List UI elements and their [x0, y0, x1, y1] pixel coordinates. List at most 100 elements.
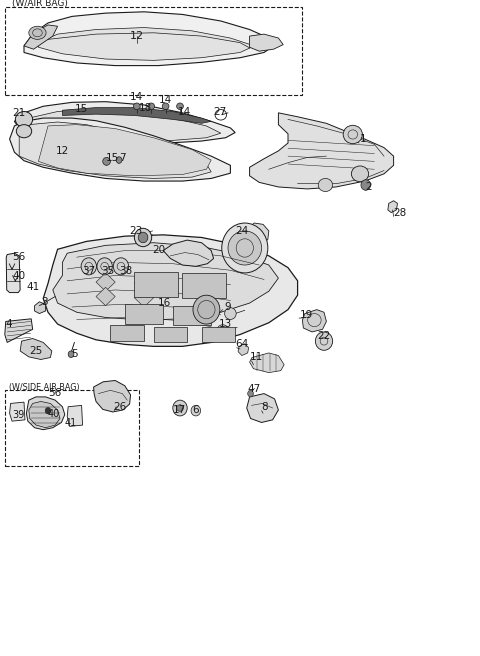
- Ellipse shape: [177, 405, 183, 411]
- Ellipse shape: [15, 112, 33, 127]
- Text: 13: 13: [218, 319, 232, 329]
- Text: 14: 14: [178, 107, 191, 117]
- Polygon shape: [38, 125, 211, 176]
- Bar: [182, 273, 226, 298]
- Bar: [125, 304, 163, 324]
- Bar: [154, 327, 187, 342]
- Ellipse shape: [343, 125, 362, 144]
- Text: 15: 15: [74, 104, 88, 114]
- Text: (W/AIR BAG): (W/AIR BAG): [12, 0, 68, 8]
- Polygon shape: [94, 380, 131, 412]
- Text: 38: 38: [119, 266, 132, 276]
- Text: 23: 23: [130, 226, 143, 236]
- Polygon shape: [238, 344, 249, 356]
- Ellipse shape: [177, 103, 183, 110]
- Polygon shape: [53, 243, 278, 320]
- Ellipse shape: [193, 295, 220, 324]
- Polygon shape: [10, 402, 25, 421]
- Text: 28: 28: [394, 208, 407, 218]
- Ellipse shape: [29, 26, 46, 39]
- Polygon shape: [96, 273, 115, 291]
- Text: 27: 27: [214, 107, 227, 117]
- Text: 24: 24: [235, 226, 249, 236]
- Polygon shape: [26, 397, 65, 430]
- Ellipse shape: [351, 166, 369, 182]
- Text: 26: 26: [113, 402, 126, 412]
- Ellipse shape: [97, 258, 112, 275]
- Polygon shape: [10, 118, 230, 181]
- Ellipse shape: [116, 157, 122, 163]
- Ellipse shape: [148, 103, 155, 110]
- Ellipse shape: [191, 405, 201, 416]
- Polygon shape: [250, 34, 283, 51]
- Ellipse shape: [45, 407, 51, 414]
- Polygon shape: [29, 109, 221, 140]
- Ellipse shape: [113, 258, 129, 275]
- Text: 12: 12: [130, 31, 144, 41]
- Polygon shape: [19, 122, 211, 178]
- Text: 6: 6: [192, 405, 199, 415]
- Text: 22: 22: [317, 331, 330, 341]
- Polygon shape: [6, 253, 20, 293]
- Bar: [5, 390, 139, 466]
- Polygon shape: [24, 12, 274, 66]
- Text: 40: 40: [12, 271, 25, 281]
- Text: 21: 21: [12, 108, 26, 118]
- Text: 8: 8: [262, 402, 268, 412]
- Ellipse shape: [222, 223, 268, 273]
- Text: 39: 39: [12, 410, 24, 420]
- Text: 17: 17: [173, 405, 186, 415]
- Text: 40: 40: [48, 409, 60, 419]
- Text: 37: 37: [83, 266, 96, 276]
- Text: 4: 4: [6, 319, 12, 329]
- Polygon shape: [38, 28, 254, 60]
- Text: 15: 15: [106, 153, 119, 163]
- Polygon shape: [250, 353, 284, 373]
- Polygon shape: [35, 302, 46, 314]
- Polygon shape: [24, 25, 58, 49]
- Ellipse shape: [315, 332, 333, 350]
- Text: 2: 2: [365, 182, 372, 192]
- Polygon shape: [20, 338, 52, 359]
- Polygon shape: [388, 201, 397, 213]
- Text: 9: 9: [225, 302, 231, 312]
- Polygon shape: [43, 235, 298, 346]
- Polygon shape: [134, 289, 154, 307]
- Polygon shape: [302, 310, 326, 332]
- Text: 16: 16: [157, 298, 171, 308]
- Text: 35: 35: [101, 266, 114, 276]
- Text: 56: 56: [48, 388, 62, 398]
- Polygon shape: [62, 108, 211, 123]
- Polygon shape: [5, 319, 33, 342]
- Ellipse shape: [133, 103, 140, 110]
- Text: 3: 3: [41, 297, 48, 307]
- Text: 25: 25: [29, 346, 42, 356]
- Bar: [202, 327, 235, 342]
- Text: 1: 1: [360, 134, 367, 144]
- Text: 56: 56: [12, 253, 25, 262]
- Text: 41: 41: [26, 282, 40, 292]
- Polygon shape: [247, 394, 278, 422]
- Text: 12: 12: [56, 146, 69, 156]
- Ellipse shape: [318, 178, 333, 192]
- Bar: [134, 272, 178, 297]
- Ellipse shape: [217, 325, 228, 337]
- Text: 14: 14: [158, 95, 172, 105]
- Polygon shape: [250, 113, 394, 189]
- Ellipse shape: [173, 400, 187, 416]
- Text: 47: 47: [247, 384, 261, 394]
- Text: 41: 41: [65, 418, 77, 428]
- Ellipse shape: [103, 157, 110, 165]
- Ellipse shape: [81, 258, 96, 275]
- Polygon shape: [29, 401, 60, 428]
- Ellipse shape: [16, 125, 32, 138]
- Text: 7: 7: [119, 153, 126, 163]
- Ellipse shape: [225, 308, 236, 319]
- Text: 64: 64: [235, 339, 249, 349]
- Text: 20: 20: [153, 245, 166, 255]
- Ellipse shape: [228, 231, 262, 265]
- Ellipse shape: [68, 351, 74, 358]
- Ellipse shape: [361, 180, 371, 190]
- Polygon shape: [67, 405, 83, 426]
- Text: 11: 11: [250, 352, 263, 362]
